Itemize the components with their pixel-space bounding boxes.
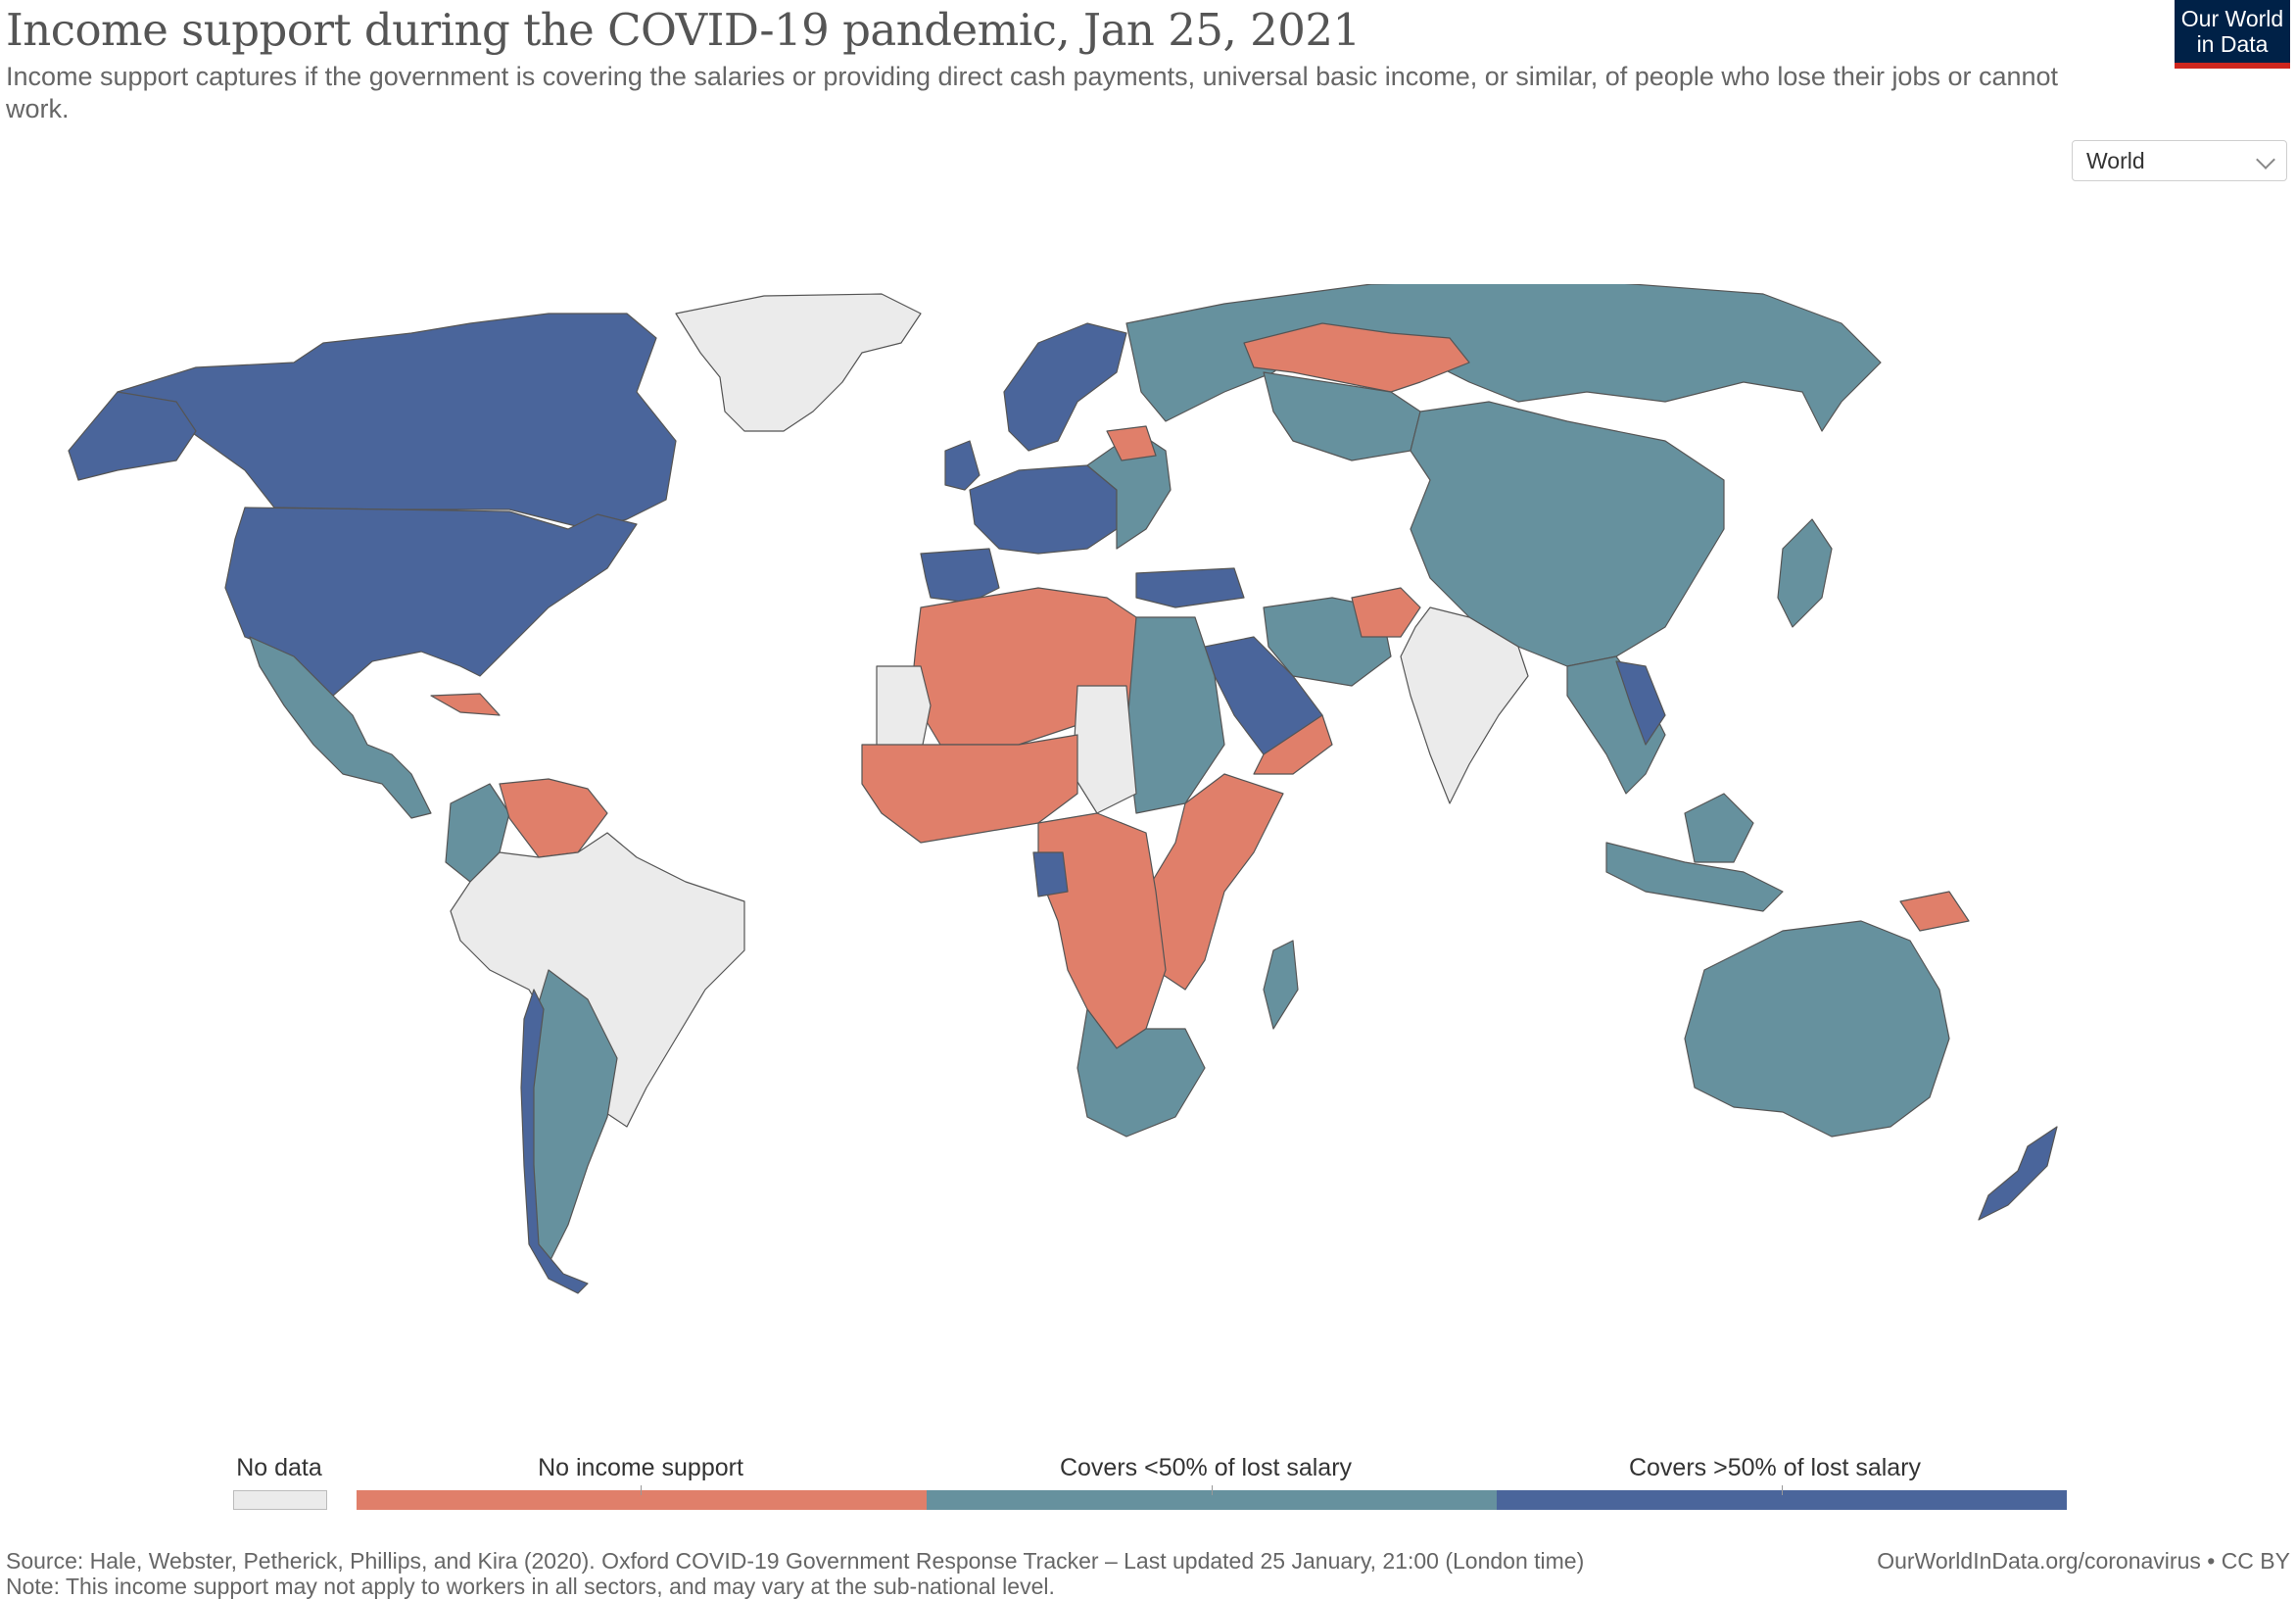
region-madagascar[interactable] [1263,940,1299,1030]
footer-text: Source: Hale, Webster, Petherick, Philli… [6,1548,1584,1599]
region-yemen-oman[interactable] [1253,714,1333,775]
region-central-africa[interactable] [1037,812,1167,1049]
region-select-value: World [2086,148,2145,173]
region-horn-east-africa[interactable] [1145,773,1284,991]
source-note[interactable]: Source: Hale, Webster, Petherick, Philli… [6,1548,1585,1574]
owid-logo[interactable]: Our World in Data [2175,0,2290,69]
region-venezuela[interactable] [499,778,608,858]
region-greenland[interactable] [675,293,922,432]
legend-tick [1212,1485,1213,1495]
region-indonesia[interactable] [1605,842,1784,912]
legend-label-covers-gt50: Covers >50% of lost salary [1628,1454,1922,1481]
region-afghanistan[interactable] [1351,587,1421,638]
logo-line-1: Our World [2180,6,2284,31]
legend-swatch-covers-gt50[interactable] [1497,1490,2067,1510]
region-western-sahara[interactable] [876,665,932,755]
region-png[interactable] [1899,891,1970,932]
region-brazil[interactable] [450,832,745,1128]
region-new-zealand[interactable] [1978,1126,2058,1221]
region-japan[interactable] [1777,518,1833,628]
region-scandinavia[interactable] [1003,322,1127,452]
page-subtitle: Income support captures if the governmen… [6,62,2059,123]
map-legend: No data No income support Covers <50% of… [0,1450,2296,1510]
footnote: Note: This income support may not apply … [6,1574,1055,1599]
region-select[interactable]: World [2072,140,2287,181]
region-mexico[interactable] [249,636,432,819]
region-iberia[interactable] [920,548,1000,604]
region-southern-africa[interactable] [1076,1008,1206,1138]
legend-tick [1782,1485,1783,1495]
region-uk[interactable] [944,440,981,491]
region-kazakhstan[interactable] [1243,322,1470,393]
region-chad[interactable] [1072,685,1137,814]
legend-label-covers-lt50: Covers <50% of lost salary [1059,1454,1353,1481]
legend-tick [641,1485,642,1495]
region-australia[interactable] [1684,920,1950,1138]
region-alaska[interactable] [68,391,197,481]
page-title: Income support during the COVID-19 pande… [6,4,1361,56]
region-gabon[interactable] [1032,851,1069,897]
region-central-asia[interactable] [1263,371,1421,461]
legend-swatch-no-data[interactable] [233,1490,327,1510]
region-usa[interactable] [224,507,638,697]
region-france-germany[interactable] [969,464,1118,555]
region-cuba[interactable] [430,693,501,716]
region-canada[interactable] [117,313,677,530]
region-belarus[interactable] [1106,425,1157,461]
legend-swatch-no-income-support[interactable] [357,1490,927,1510]
legend-label-no-data: No data [236,1454,322,1481]
region-borneo[interactable] [1684,793,1754,863]
region-russia[interactable] [1125,284,1882,432]
footer-credit[interactable]: OurWorldInData.org/coronavirus • CC BY [1877,1548,2290,1574]
logo-line-2: in Data [2196,31,2269,57]
region-laos-vietnam[interactable] [1615,660,1666,746]
chevron-down-icon [2256,150,2275,170]
region-turkey[interactable] [1135,567,1245,608]
world-map [68,284,2058,1294]
region-india[interactable] [1400,606,1529,804]
legend-label-no-income-support: No income support [538,1454,743,1481]
legend-swatch-covers-lt50[interactable] [927,1490,1497,1510]
region-chile[interactable] [520,989,589,1294]
